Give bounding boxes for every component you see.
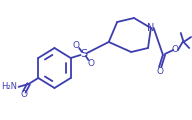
Text: N: N bbox=[147, 23, 155, 33]
Text: O: O bbox=[157, 67, 164, 76]
Text: H₂N: H₂N bbox=[1, 82, 17, 91]
Text: O: O bbox=[20, 90, 27, 99]
Text: O: O bbox=[88, 59, 95, 67]
Text: O: O bbox=[73, 41, 80, 49]
Text: S: S bbox=[80, 49, 87, 59]
Text: O: O bbox=[172, 45, 179, 54]
